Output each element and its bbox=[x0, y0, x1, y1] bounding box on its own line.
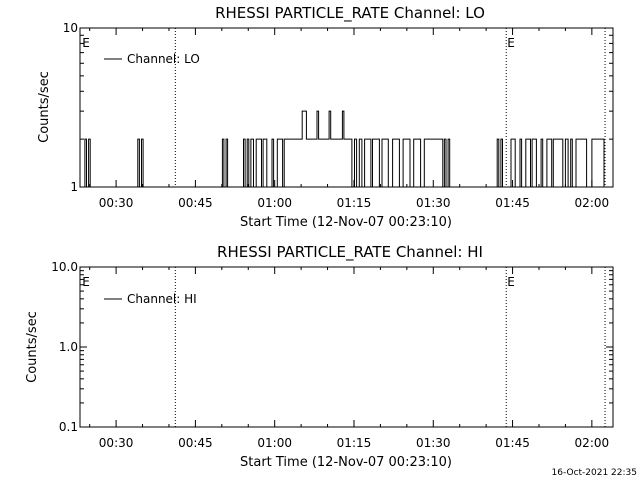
panel-hi-xtick-label: 00:30 bbox=[99, 436, 134, 450]
panel-hi-xtick-label: 01:30 bbox=[416, 436, 451, 450]
panel-lo-xtick-label: 02:00 bbox=[575, 196, 610, 210]
panel-lo-title: RHESSI PARTICLE_RATE Channel: LO bbox=[215, 4, 485, 23]
panel-lo-marker-label: E bbox=[507, 36, 515, 50]
panel-hi-xtick-label: 01:45 bbox=[495, 436, 530, 450]
panel-lo-xtick-label: 01:15 bbox=[337, 196, 372, 210]
panel-lo: RHESSI PARTICLE_RATE Channel: LO Start T… bbox=[37, 4, 614, 230]
panel-hi-title: RHESSI PARTICLE_RATE Channel: HI bbox=[217, 243, 483, 262]
panel-hi-ylabel: Counts/sec bbox=[25, 311, 40, 383]
panel-lo-xtick-label: 00:45 bbox=[178, 196, 213, 210]
panel-hi-ytick-label: 0.1 bbox=[59, 420, 78, 434]
panel-lo-ylabel: Counts/sec bbox=[37, 71, 52, 143]
panel-lo-legend-label: Channel: LO bbox=[127, 52, 200, 66]
panel-lo-xtick-label: 01:30 bbox=[416, 196, 451, 210]
panel-hi-xlabel: Start Time (12-Nov-07 00:23:10) bbox=[240, 455, 452, 470]
panel-lo-ytick-label: 10 bbox=[63, 21, 78, 35]
panel-lo-ticks: 00:30 00:45 01:00 01:15 01:30 01:45 02:00 1 10 bbox=[63, 21, 613, 210]
panel-hi-marker-label: E bbox=[507, 275, 515, 289]
panel-hi: RHESSI PARTICLE_RATE Channel: HI Start T… bbox=[25, 243, 614, 470]
panel-hi-ytick-label: 10.0 bbox=[51, 260, 78, 274]
panel-hi-xtick-label: 01:15 bbox=[337, 436, 372, 450]
panel-lo-xlabel: Start Time (12-Nov-07 00:23:10) bbox=[240, 215, 452, 230]
panel-hi-xtick-label: 00:45 bbox=[178, 436, 213, 450]
panel-lo-frame bbox=[79, 27, 614, 188]
panel-lo-xtick-label: 00:30 bbox=[99, 196, 134, 210]
panel-hi-xtick-label: 01:00 bbox=[257, 436, 292, 450]
panel-hi-ytick-label: 1.0 bbox=[59, 340, 78, 354]
panel-lo-ytick-label: 1 bbox=[70, 180, 78, 194]
footer-timestamp: 16-Oct-2021 22:35 bbox=[552, 468, 637, 478]
panel-lo-series-line bbox=[83, 110, 605, 188]
panel-hi-marker-label: E bbox=[82, 275, 90, 289]
panel-hi-legend-label: Channel: HI bbox=[127, 292, 197, 306]
panel-hi-xtick-label: 02:00 bbox=[575, 436, 610, 450]
panel-lo-xtick-label: 01:00 bbox=[257, 196, 292, 210]
panel-lo-series bbox=[83, 110, 605, 188]
panel-lo-marker-label: E bbox=[82, 36, 90, 50]
panel-lo-xtick-label: 01:45 bbox=[495, 196, 530, 210]
panel-hi-ticks: 00:30 00:45 01:00 01:15 01:30 01:45 02:00 0.1 1.… bbox=[51, 260, 613, 450]
